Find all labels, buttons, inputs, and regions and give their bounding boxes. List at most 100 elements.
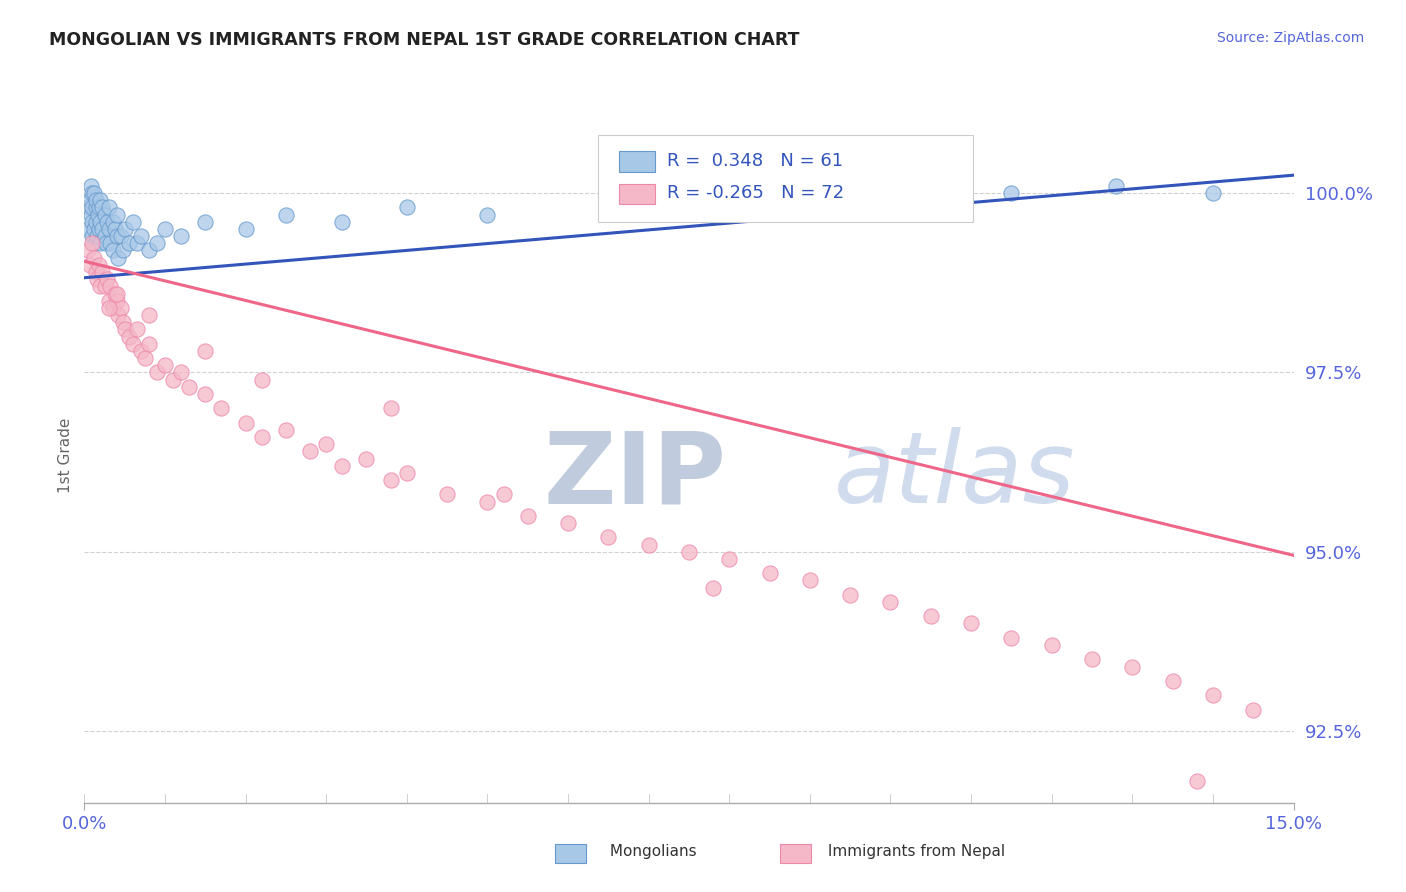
Point — [138, 336, 160, 351]
FancyBboxPatch shape — [619, 184, 655, 204]
Point — [492, 487, 515, 501]
Point — [125, 236, 148, 251]
Point — [105, 293, 128, 308]
Point — [1040, 638, 1063, 652]
Point — [138, 244, 160, 258]
Point — [89, 194, 111, 208]
Point — [93, 229, 115, 244]
Y-axis label: 1st Grade: 1st Grade — [58, 417, 73, 492]
Point — [80, 215, 103, 229]
Text: MONGOLIAN VS IMMIGRANTS FROM NEPAL 1ST GRADE CORRELATION CHART: MONGOLIAN VS IMMIGRANTS FROM NEPAL 1ST G… — [49, 31, 800, 49]
Point — [83, 222, 105, 236]
Point — [330, 458, 353, 473]
Point — [77, 222, 100, 236]
Point — [758, 201, 780, 215]
Point — [87, 222, 110, 236]
FancyBboxPatch shape — [619, 151, 655, 172]
Point — [112, 244, 135, 258]
Point — [97, 301, 120, 315]
Point — [758, 566, 780, 581]
Point — [330, 215, 353, 229]
Text: Immigrants from Nepal: Immigrants from Nepal — [823, 845, 1005, 859]
Point — [170, 366, 193, 380]
Point — [194, 387, 217, 401]
FancyBboxPatch shape — [599, 135, 973, 222]
Point — [94, 236, 117, 251]
Point — [125, 322, 148, 336]
Point — [89, 236, 111, 251]
Point — [557, 516, 579, 530]
Point — [98, 279, 121, 293]
Point — [86, 215, 108, 229]
Point — [96, 272, 118, 286]
Point — [80, 208, 103, 222]
Point — [79, 258, 101, 272]
Point — [274, 208, 297, 222]
Point — [477, 208, 499, 222]
Point — [395, 466, 418, 480]
Point — [86, 194, 108, 208]
Point — [97, 222, 120, 236]
Point — [97, 293, 120, 308]
Point — [107, 308, 129, 322]
Point — [879, 194, 901, 208]
Point — [129, 229, 152, 244]
Point — [83, 251, 105, 265]
Point — [77, 244, 100, 258]
Point — [93, 279, 115, 293]
Point — [1000, 631, 1022, 645]
Point — [718, 552, 741, 566]
Point — [98, 236, 121, 251]
Point — [87, 201, 110, 215]
Point — [118, 236, 141, 251]
Point — [1081, 652, 1104, 666]
Point — [250, 430, 273, 444]
Text: atlas: atlas — [834, 427, 1076, 524]
Point — [101, 301, 124, 315]
Point — [79, 194, 101, 208]
Point — [274, 423, 297, 437]
Point — [91, 201, 114, 215]
Point — [86, 229, 108, 244]
Point — [84, 265, 107, 279]
Text: ZIP: ZIP — [544, 427, 727, 524]
Point — [114, 222, 136, 236]
Point — [153, 222, 176, 236]
Point — [1161, 673, 1184, 688]
Point — [598, 194, 620, 208]
Point — [315, 437, 337, 451]
Point — [104, 222, 127, 236]
Point — [1000, 186, 1022, 200]
Point — [96, 215, 118, 229]
Point — [82, 186, 104, 200]
Point — [235, 222, 257, 236]
Point — [105, 208, 128, 222]
Point — [121, 215, 143, 229]
Point — [516, 508, 538, 523]
Point — [118, 329, 141, 343]
Point — [129, 343, 152, 358]
Point — [879, 595, 901, 609]
Point — [153, 358, 176, 372]
Point — [436, 487, 458, 501]
Point — [1241, 702, 1264, 716]
Point — [235, 416, 257, 430]
Point — [83, 186, 105, 200]
Point — [87, 258, 110, 272]
Point — [356, 451, 378, 466]
Point — [194, 343, 217, 358]
Point — [110, 229, 132, 244]
Point — [104, 286, 127, 301]
Point — [146, 366, 169, 380]
Point — [89, 279, 111, 293]
Point — [678, 545, 700, 559]
Point — [920, 609, 942, 624]
Point — [839, 588, 862, 602]
Point — [1105, 178, 1128, 193]
Point — [87, 208, 110, 222]
Point — [86, 272, 108, 286]
Point — [960, 616, 983, 631]
Point — [83, 236, 105, 251]
Point — [101, 244, 124, 258]
Point — [380, 473, 402, 487]
